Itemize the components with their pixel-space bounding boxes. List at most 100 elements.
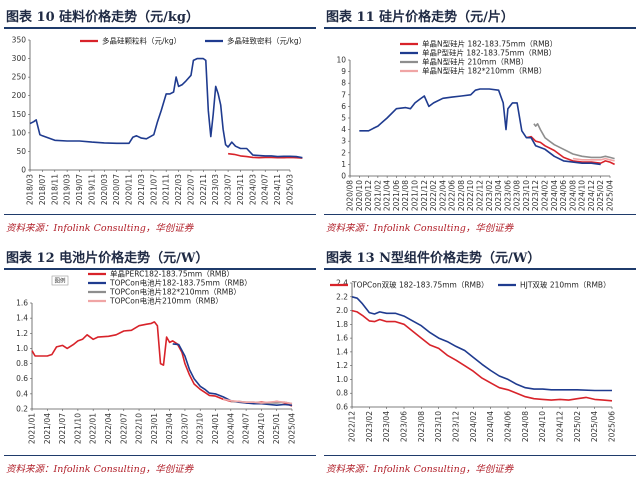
legend-label: TOPCon双玻 182-183.75mm（RMB）: [351, 280, 489, 290]
x-tick-label: 2021/03: [137, 174, 146, 205]
x-tick-label: 2022/06: [448, 180, 457, 211]
source-note: 资料来源：Infolink Consulting，华创证券: [326, 464, 514, 475]
x-tick-label: 2025/02: [573, 411, 582, 442]
y-tick-label: 9: [341, 67, 346, 76]
x-tick-label: 2023/01: [150, 413, 159, 444]
y-tick-label: 3: [341, 137, 346, 146]
x-tick-label: 2022/04: [104, 413, 113, 444]
x-tick-label: 2020/03: [100, 174, 109, 205]
x-tick-label: 2024/10: [257, 413, 266, 444]
y-tick-label: 200: [12, 91, 27, 100]
y-tick-label: 2.0: [336, 306, 348, 315]
module-price-chart: 0.6 0.8 1.0 1.2 1.4 1.6 1.8 2.0 2.2 2.4 2022/12 202…: [330, 279, 617, 442]
x-tick-label: 2021/06: [392, 180, 401, 211]
x-tick-label: 2023/02: [365, 411, 374, 442]
y-tick-label: 0.8: [336, 389, 348, 398]
x-tick-label: 2024/04: [550, 180, 559, 211]
legend-badge-label: 图例: [54, 277, 66, 285]
x-tick-label: 2023/10: [196, 413, 205, 444]
x-tick-label: 2024/04: [226, 413, 235, 444]
series-line-1: [31, 321, 293, 407]
x-tick-label: 2023/08: [513, 180, 522, 211]
series-line-4: [223, 398, 293, 405]
legend-label: HJT双玻 210mm（RMB）: [520, 280, 611, 290]
y-tick-label: 0: [21, 166, 26, 175]
series-line-2: [359, 88, 601, 166]
y-tick-label: 0: [341, 172, 346, 181]
legend-label: TOPCon电池片182-183.75mm（RMB）: [109, 278, 252, 288]
x-tick-label: 2023/03: [211, 174, 220, 205]
y-tick-label: 10: [336, 56, 346, 65]
y-tick-label: 0.8: [16, 359, 28, 368]
panel-title: 图表 11 硅片价格走势（元/片）: [326, 10, 514, 25]
x-tick-label: 2024/04: [486, 411, 495, 442]
legend-label: 多晶硅颗粒料（元/kg）: [102, 36, 181, 46]
legend-label: 单晶PERC182-183.75mm（RMB）: [110, 269, 234, 279]
x-tick-label: 2022/01: [89, 413, 98, 444]
y-tick-label: 1.6: [336, 334, 348, 343]
y-tick-label: 1.2: [16, 329, 28, 338]
panel-title: 图表 13 N型组件价格走势（元/W）: [326, 251, 541, 266]
title-divider: [4, 268, 316, 270]
x-tick-label: 2021/02: [373, 180, 382, 211]
x-tick-label: 2021/04: [43, 413, 52, 444]
legend-label: 多晶硅致密料（元/kg）: [227, 36, 306, 46]
y-tick-label: 8: [341, 79, 346, 88]
legend-badge: [51, 275, 69, 286]
x-tick-label: 2024/12: [587, 180, 596, 211]
y-tick-label: 1.0: [336, 375, 348, 384]
source-note: 资料来源：Infolink Consulting，华创证券: [6, 464, 194, 475]
x-tick-label: 2024/06: [559, 180, 568, 211]
y-tick-label: 100: [12, 128, 27, 137]
x-tick-label: 2025/04: [590, 411, 599, 442]
y-tick-label: 4: [341, 125, 346, 134]
x-tick-label: 2024/12: [556, 411, 565, 442]
legend-label: 单晶N型硅片 210mm（RMB）: [422, 57, 528, 67]
x-tick-label: 2025/01: [272, 413, 281, 444]
x-tick-label: 2025/04: [288, 413, 297, 444]
x-tick-label: 2023/04: [165, 413, 174, 444]
y-tick-label: 1.8: [336, 320, 348, 329]
series-line-2: [29, 57, 303, 159]
y-tick-label: 0.6: [16, 374, 28, 383]
series-line-1: [526, 135, 615, 166]
x-tick-label: 2020/12: [364, 180, 373, 211]
x-tick-label: 2022/04: [438, 180, 447, 211]
x-tick-label: 2023/08: [417, 411, 426, 442]
series-line-2: [172, 343, 293, 406]
source-note: 资料来源：Infolink Consulting，华创证券: [6, 223, 194, 234]
x-tick-label: 2023/12: [531, 180, 540, 211]
x-tick-label: 2023/11: [236, 174, 245, 205]
series-line-2: [351, 296, 612, 392]
x-tick-label: 2024/08: [521, 411, 530, 442]
silicon-price-chart: 0 50 100 150 200 250 300 350 2018/03 2018/07 2018/…: [12, 36, 306, 206]
x-tick-label: 2023/07: [180, 413, 189, 444]
legend-label: 单晶N型硅片 182-183.75mm（RMB）: [422, 39, 557, 49]
y-tick-label: 1.4: [16, 314, 28, 323]
x-tick-label: 2022/11: [199, 174, 208, 205]
x-tick-label: 2024/06: [504, 411, 513, 442]
y-tick-label: 150: [12, 110, 27, 119]
x-tick-label: 2018/11: [50, 174, 59, 205]
x-tick-label: 2021/07: [149, 174, 158, 205]
x-tick-label: 2019/11: [87, 174, 96, 205]
legend-label: TOPCon电池片182*210mm（RMB）: [109, 287, 241, 297]
x-tick-label: 2024/10: [578, 180, 587, 211]
series-line-1: [228, 152, 303, 159]
x-tick-label: 2024/02: [469, 411, 478, 442]
source-divider: [4, 455, 316, 456]
x-tick-label: 2025/03: [286, 174, 295, 205]
x-tick-label: 2023/07: [224, 174, 233, 205]
y-tick-label: 50: [16, 147, 26, 156]
x-tick-label: 2020/08: [346, 180, 355, 211]
y-tick-label: 0.2: [16, 405, 28, 414]
panel-wafer-price: 图表 11 硅片价格走势（元/片） 0 1 2 3 4 5 6 7 8 9 10 2020/08 202…: [320, 0, 640, 241]
x-tick-label: 2018/07: [38, 174, 47, 205]
legend-label: TOPCon电池片210mm（RMB）: [109, 296, 223, 306]
title-divider: [324, 27, 636, 29]
x-tick-label: 2019/07: [75, 174, 84, 205]
x-tick-label: 2019/03: [63, 174, 72, 205]
series-line-3: [533, 123, 615, 160]
x-tick-label: 2023/10: [522, 180, 531, 211]
panel-title: 图表 10 硅料价格走势（元/kg）: [6, 10, 199, 25]
